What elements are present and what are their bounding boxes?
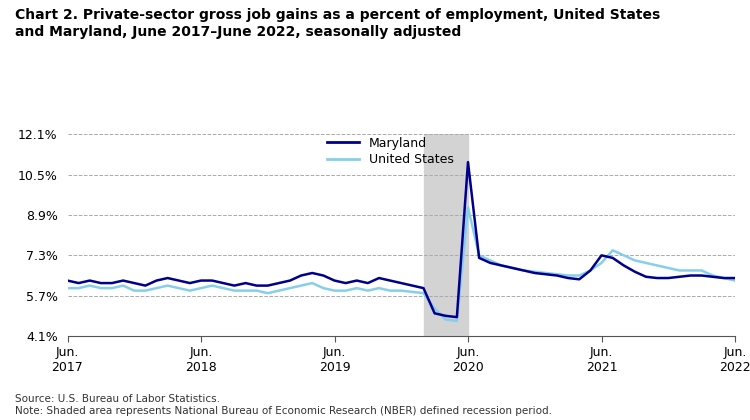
United States — [730, 278, 740, 283]
Maryland — [464, 160, 472, 165]
Maryland — [196, 278, 206, 283]
Maryland — [63, 278, 72, 283]
Line: Maryland: Maryland — [68, 162, 735, 317]
United States — [486, 258, 495, 263]
United States — [664, 265, 673, 270]
United States — [419, 291, 428, 296]
Text: Chart 2. Private-sector gross job gains as a percent of employment, United State: Chart 2. Private-sector gross job gains … — [15, 8, 660, 39]
United States — [196, 286, 206, 291]
Maryland — [419, 286, 428, 291]
Maryland — [452, 315, 461, 320]
Maryland — [730, 276, 740, 281]
Text: Source: U.S. Bureau of Labor Statistics.
Note: Shaded area represents National B: Source: U.S. Bureau of Labor Statistics.… — [15, 394, 552, 416]
Bar — [424, 134, 468, 336]
Legend: Maryland, United States: Maryland, United States — [328, 136, 454, 166]
United States — [464, 205, 472, 210]
Maryland — [664, 276, 673, 281]
Maryland — [219, 281, 228, 286]
United States — [219, 286, 228, 291]
United States — [296, 283, 306, 288]
Line: United States: United States — [68, 207, 735, 321]
United States — [63, 286, 72, 291]
Maryland — [486, 260, 495, 265]
Maryland — [296, 273, 306, 278]
United States — [452, 318, 461, 323]
